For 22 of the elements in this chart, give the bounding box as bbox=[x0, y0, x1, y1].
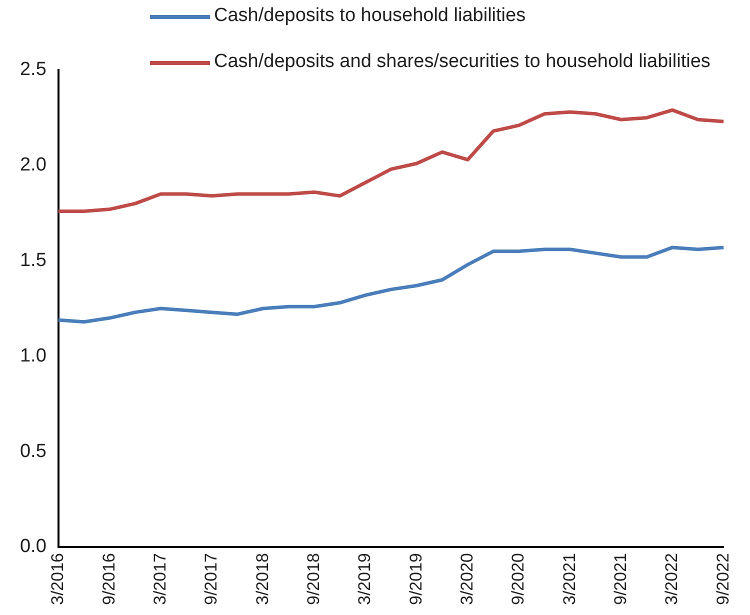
y-tick-label: 0.0 bbox=[20, 536, 46, 558]
x-tick-label: 3/2019 bbox=[355, 553, 374, 606]
x-tick-label: 9/2022 bbox=[713, 553, 732, 606]
x-tick-label: 3/2016 bbox=[48, 553, 68, 606]
x-tick-label: 9/2017 bbox=[202, 553, 221, 606]
y-tick-label: 0.5 bbox=[20, 440, 46, 462]
x-tick-label: 3/2018 bbox=[252, 553, 272, 606]
x-tick-label: 9/2021 bbox=[610, 553, 630, 606]
legend-label: Cash/deposits and shares/securities to household liabilities bbox=[214, 50, 710, 74]
legend-label: Cash/deposits to household liabilities bbox=[214, 4, 526, 28]
y-tick-label: 2.0 bbox=[20, 154, 46, 176]
x-tick-label: 9/2020 bbox=[508, 553, 528, 606]
x-tick-label: 9/2019 bbox=[406, 553, 426, 606]
x-tick-label: 3/2022 bbox=[662, 553, 682, 606]
x-tick-label: 3/2021 bbox=[560, 553, 579, 606]
x-tick-label: 9/2016 bbox=[99, 553, 118, 606]
x-tick-label: 3/2020 bbox=[457, 553, 476, 606]
y-tick-label: 1.0 bbox=[20, 345, 46, 366]
x-tick-label: 3/2017 bbox=[150, 553, 170, 606]
y-tick-label: 1.5 bbox=[20, 250, 46, 272]
y-tick-label: 2.5 bbox=[20, 59, 46, 80]
x-tick-label: 9/2018 bbox=[304, 553, 323, 606]
